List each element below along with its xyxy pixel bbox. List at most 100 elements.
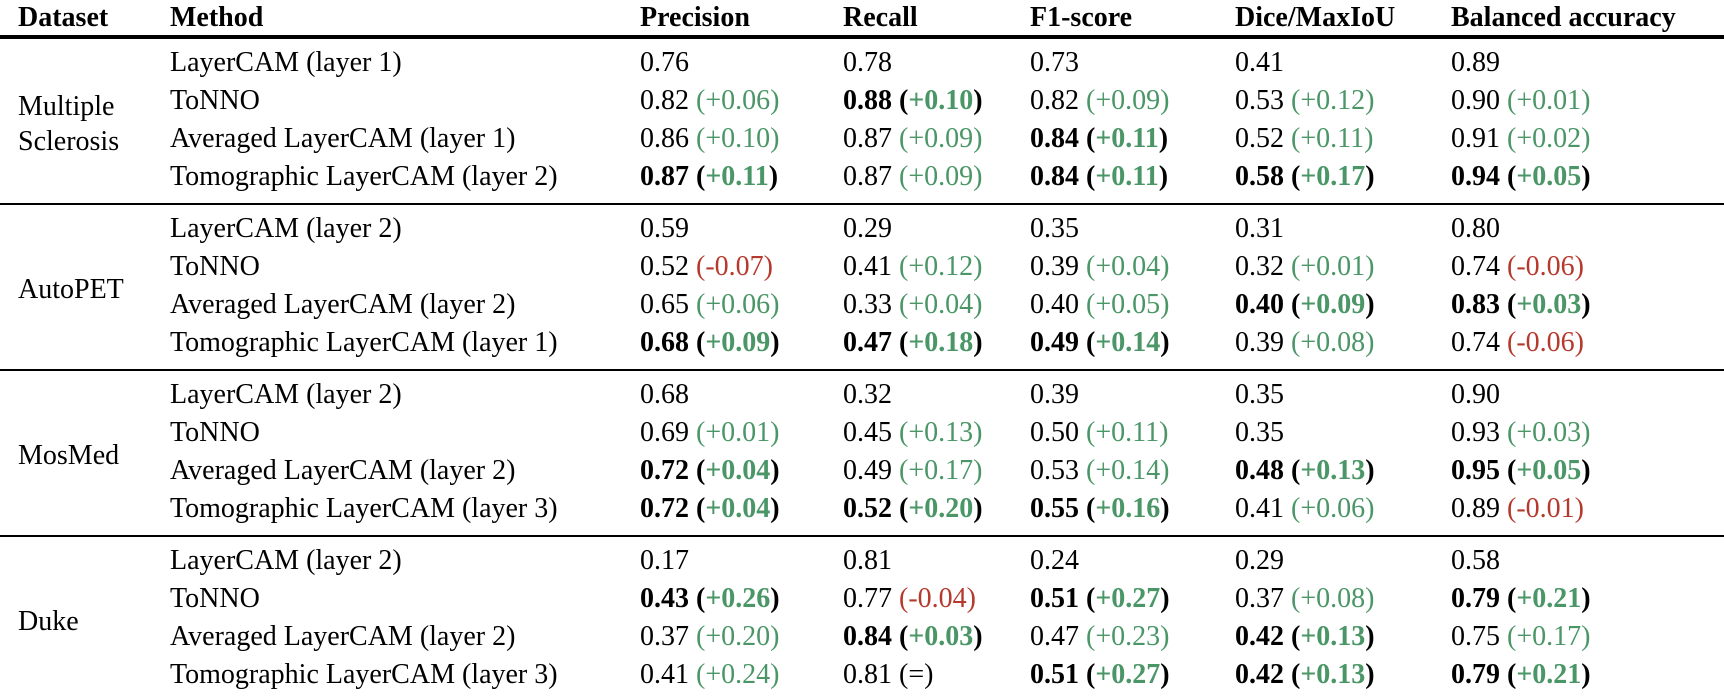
metric-cell: 0.89 <box>1433 37 1724 82</box>
metric-value: 0.39 <box>1235 327 1284 358</box>
metric-cell: 0.45 (+0.13) <box>825 414 1012 452</box>
metric-delta: +0.06 <box>705 85 771 116</box>
metric-value: 0.47 <box>1030 621 1079 652</box>
delta-paren: ) <box>770 659 780 690</box>
method-cell: ToNNO <box>170 417 260 448</box>
metric-cell: 0.74 (-0.06) <box>1433 324 1724 370</box>
metric-delta: +0.01 <box>1300 251 1366 282</box>
metric-delta: +0.12 <box>1300 85 1366 116</box>
metric-delta: +0.13 <box>1300 659 1366 690</box>
metric-delta: +0.27 <box>1095 583 1161 614</box>
metric-cell: 0.58 (+0.17) <box>1217 158 1433 204</box>
table-row: Tomographic LayerCAM (layer 2) 0.87 (+0.1… <box>0 158 1724 204</box>
delta-paren: ( <box>689 417 706 448</box>
metric-cell: 0.29 <box>1217 536 1433 580</box>
delta-paren: ( <box>689 583 706 614</box>
metric-delta: -0.06 <box>1516 327 1575 358</box>
metric-value: 0.79 <box>1451 659 1500 690</box>
metric-cell: 0.87 (+0.09) <box>825 158 1012 204</box>
delta-paren: ( <box>1079 493 1096 524</box>
delta-paren: ( <box>1500 659 1517 690</box>
metric-cell: 0.90 <box>1433 370 1724 414</box>
method-cell: Tomographic LayerCAM (layer 1) <box>170 327 558 358</box>
metric-delta: +0.14 <box>1095 455 1161 486</box>
metric-value: 0.43 <box>640 583 689 614</box>
method-cell: Tomographic LayerCAM (layer 2) <box>170 161 558 192</box>
metric-value: 0.58 <box>1451 545 1500 576</box>
metric-delta: +0.09 <box>1095 85 1161 116</box>
metric-delta: +0.16 <box>1095 493 1161 524</box>
delta-paren: ) <box>770 123 780 154</box>
metric-cell: 0.39 (+0.08) <box>1217 324 1433 370</box>
metric-cell: 0.82 (+0.09) <box>1012 82 1217 120</box>
delta-paren: ( <box>892 455 909 486</box>
table-row: ToNNO 0.43 (+0.26) 0.77 (-0.04) 0.51 (+0.27… <box>0 580 1724 618</box>
metric-delta: +0.27 <box>1095 659 1161 690</box>
dataset-group: Duke LayerCAM (layer 2) 0.17 0.81 0.24 0.29 0.… <box>0 536 1724 699</box>
metric-delta: +0.11 <box>705 161 769 192</box>
metric-cell: 0.77 (-0.04) <box>825 580 1012 618</box>
metric-value: 0.81 <box>843 545 892 576</box>
metric-value: 0.52 <box>843 493 892 524</box>
metric-value: 0.35 <box>1235 417 1284 448</box>
metric-cell: 0.93 (+0.03) <box>1433 414 1724 452</box>
table-row: ToNNO 0.69 (+0.01) 0.45 (+0.13) 0.50 (+0.11… <box>0 414 1724 452</box>
metric-cell: 0.39 (+0.04) <box>1012 248 1217 286</box>
metric-cell: 0.32 <box>825 370 1012 414</box>
delta-paren: ( <box>1500 289 1517 320</box>
metric-value: 0.78 <box>843 47 892 78</box>
metric-value: 0.42 <box>1235 659 1284 690</box>
delta-paren: ) <box>770 85 780 116</box>
method-cell: Tomographic LayerCAM (layer 3) <box>170 493 558 524</box>
metric-value: 0.51 <box>1030 583 1079 614</box>
metric-cell: 0.32 (+0.01) <box>1217 248 1433 286</box>
metric-value: 0.47 <box>843 327 892 358</box>
metric-value: 0.49 <box>1030 327 1079 358</box>
metric-value: 0.42 <box>1235 621 1284 652</box>
metric-cell: 0.51 (+0.27) <box>1012 656 1217 699</box>
metric-value: 0.41 <box>1235 493 1284 524</box>
method-cell: Averaged LayerCAM (layer 2) <box>170 455 516 486</box>
metric-value: 0.84 <box>843 621 892 652</box>
delta-paren: ( <box>1500 493 1517 524</box>
delta-paren: ) <box>1365 583 1375 614</box>
delta-paren: ( <box>1500 161 1517 192</box>
delta-paren: ) <box>1160 493 1170 524</box>
metric-cell: 0.87 (+0.09) <box>825 120 1012 158</box>
metric-value: 0.52 <box>640 251 689 282</box>
delta-paren: ( <box>892 417 909 448</box>
metric-value: 0.35 <box>1235 379 1284 410</box>
metric-cell: 0.42 (+0.13) <box>1217 618 1433 656</box>
metric-value: 0.35 <box>1030 213 1079 244</box>
metric-value: 0.45 <box>843 417 892 448</box>
metric-value: 0.83 <box>1451 289 1500 320</box>
delta-paren: ) <box>1581 417 1591 448</box>
delta-paren: ( <box>1284 251 1301 282</box>
metric-cell: 0.84 (+0.11) <box>1012 120 1217 158</box>
metric-delta: +0.13 <box>908 417 974 448</box>
metric-cell: 0.40 (+0.05) <box>1012 286 1217 324</box>
metric-cell: 0.73 <box>1012 37 1217 82</box>
metric-delta: +0.03 <box>1516 289 1582 320</box>
delta-paren: ) <box>1365 659 1375 690</box>
delta-paren: ) <box>1365 493 1375 524</box>
metric-value: 0.29 <box>1235 545 1284 576</box>
delta-paren: ( <box>1500 251 1517 282</box>
delta-paren: ( <box>1284 123 1301 154</box>
delta-paren: ( <box>1079 289 1096 320</box>
metric-delta: +0.05 <box>1516 455 1582 486</box>
table-row: AutoPET LayerCAM (layer 2) 0.59 0.29 0.35 0.3… <box>0 204 1724 305</box>
metric-delta: +0.09 <box>705 327 771 358</box>
metric-delta: +0.26 <box>705 583 771 614</box>
metric-value: 0.52 <box>1235 123 1284 154</box>
metric-delta: -0.07 <box>705 251 764 282</box>
delta-paren: ( <box>1079 583 1096 614</box>
delta-paren: ( <box>1284 161 1301 192</box>
delta-paren: ( <box>1500 123 1517 154</box>
metric-cell: 0.33 (+0.04) <box>825 286 1012 324</box>
delta-paren: ( <box>689 123 706 154</box>
metric-delta: +0.01 <box>1516 85 1582 116</box>
method-cell: LayerCAM (layer 2) <box>170 379 402 410</box>
header-row: Dataset Method Precision Recall F1-score… <box>0 0 1724 39</box>
metric-cell: 0.87 (+0.11) <box>622 158 825 204</box>
